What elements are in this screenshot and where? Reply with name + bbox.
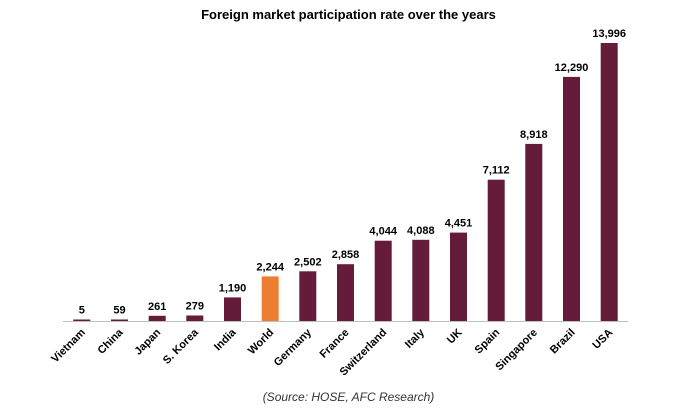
bar-usa [600,43,618,321]
x-tick-label: India [212,326,239,353]
value-label: 2,502 [294,256,322,268]
x-tick-label: Vietnam [49,326,88,365]
bar-switzerland [374,240,392,321]
bars-layer [73,43,618,322]
x-tick-label: USA [590,327,615,352]
x-tick-label: World [246,327,276,357]
bar-brazil [563,76,580,322]
value-label: 8,918 [520,129,548,141]
bar-japan [148,315,166,321]
value-label: 7,112 [483,165,510,177]
value-label: 2,244 [256,261,284,273]
value-label: 13,996 [592,28,626,40]
x-tick-label: Brazil [548,327,578,357]
value-label: 4,044 [369,226,397,238]
source-note: (Source: HOSE, AFC Research) [262,390,435,404]
x-tick-label: UK [445,327,465,347]
bar-world [261,276,279,321]
chart-title: Foreign market participation rate over t… [201,7,496,22]
value-labels-layer: 5 59 261 279 1,190 2,244 2,502 2,858 4,044 4,088 4… [79,28,626,317]
bar-china [111,319,128,321]
x-tick-label: Italy [403,326,428,351]
bar-uk [450,232,467,321]
x-tick-label: Germany [272,326,315,369]
bar-germany [299,271,317,321]
bar-s-korea [186,315,204,321]
bar-singapore [525,143,543,321]
value-label: 5 [79,305,85,317]
x-tick-label: Japan [132,326,163,357]
value-label: 1,190 [219,282,247,294]
bar-italy [412,239,430,321]
bar-india [224,297,241,321]
value-label: 261 [148,301,166,313]
x-tick-label: China [96,326,127,357]
value-label: 59 [113,305,125,317]
value-label: 12,290 [555,62,589,74]
bar-spain [487,179,505,321]
bar-vietnam [73,319,91,321]
value-label: 2,858 [332,249,360,261]
x-tick-label: S. Korea [161,326,202,367]
value-label: 279 [186,301,204,313]
bar-france [337,264,354,321]
x-tick-label: Spain [473,326,503,356]
value-label: 4,451 [445,218,473,230]
x-tick-label: France [318,327,352,361]
value-label: 4,088 [407,225,435,237]
